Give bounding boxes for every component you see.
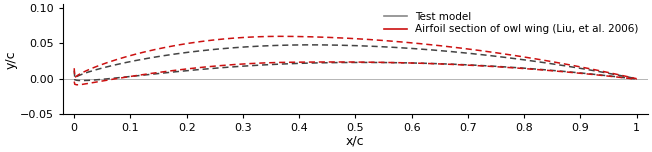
Y-axis label: y/c: y/c bbox=[4, 50, 17, 69]
Legend: Test model, Airfoil section of owl wing (Liu, et al. 2006): Test model, Airfoil section of owl wing … bbox=[379, 7, 643, 38]
X-axis label: x/c: x/c bbox=[346, 135, 364, 148]
